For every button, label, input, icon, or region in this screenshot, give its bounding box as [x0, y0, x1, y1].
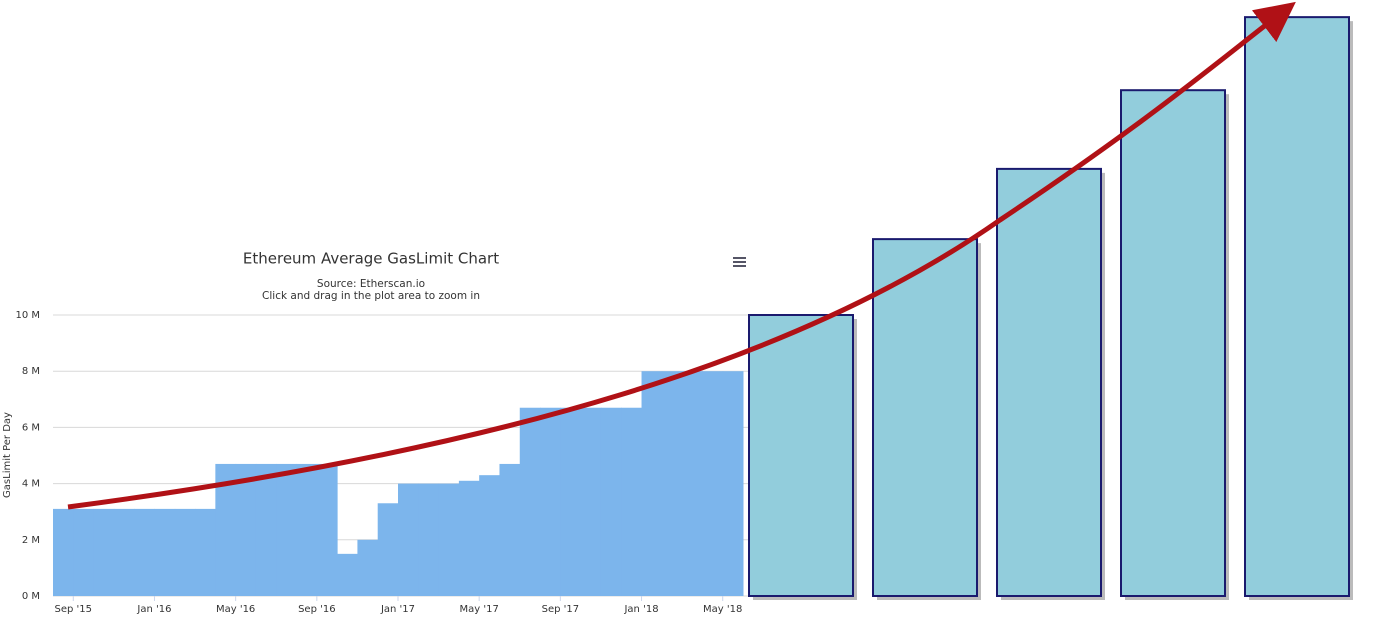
area-segment [560, 407, 582, 596]
area-segment [113, 508, 135, 596]
y-tick-label: 0 M [22, 591, 40, 602]
y-axis-label: GasLimit Per Day [2, 412, 13, 498]
area-segment [93, 508, 115, 596]
x-tick-label: Jan '17 [380, 604, 415, 615]
x-tick-label: Jan '16 [136, 604, 171, 615]
x-tick-label: May '18 [703, 604, 742, 615]
chart-subtitle: Source: Etherscan.io [317, 278, 425, 290]
area-segment [255, 463, 277, 596]
area-segment [418, 483, 440, 596]
area-segment [316, 463, 338, 596]
area-segment [174, 508, 196, 596]
y-tick-label: 8 M [22, 366, 40, 377]
area-segment [621, 407, 643, 596]
area-segment [580, 407, 602, 596]
area-segment [195, 508, 216, 596]
y-tick-label: 2 M [22, 535, 40, 546]
bar [748, 314, 854, 597]
area-segment [641, 371, 663, 596]
area-segment [519, 407, 541, 596]
x-tick-label: Sep '15 [55, 604, 93, 615]
area-segment [600, 407, 622, 596]
chart-subtitle: Click and drag in the plot area to zoom … [262, 290, 480, 302]
area-segment [438, 483, 460, 596]
area-segment [682, 371, 703, 596]
y-tick-label: 4 M [22, 479, 40, 490]
area-segment [377, 503, 399, 596]
chart-title: Ethereum Average GasLimit Chart [243, 250, 499, 268]
bar [872, 238, 978, 597]
area-segment [499, 463, 521, 596]
area-segment [235, 463, 257, 596]
area-segment [357, 539, 379, 596]
trend-arrow [67, 1, 1296, 510]
x-tick-label: Sep '16 [298, 604, 336, 615]
area-segment [661, 371, 683, 596]
y-tick-label: 10 M [15, 310, 40, 321]
area-segment [398, 483, 419, 596]
area-segment [296, 463, 318, 596]
x-tick-label: May '16 [216, 604, 255, 615]
x-tick-label: Jan '18 [623, 604, 658, 615]
area-segment [276, 463, 298, 596]
area-segment [215, 463, 237, 596]
y-tick-label: 6 M [22, 422, 40, 433]
area-segment [337, 553, 358, 596]
area-segment [53, 508, 74, 596]
area-segment [540, 407, 561, 596]
bar [1244, 16, 1350, 597]
menu-icon[interactable] [733, 257, 746, 267]
area-segment [134, 508, 155, 596]
x-tick-label: Sep '17 [542, 604, 580, 615]
area-segment [458, 480, 480, 596]
area-segment [722, 371, 744, 596]
area-segment [702, 371, 724, 596]
area-segment [73, 508, 95, 596]
area-segment [479, 475, 500, 596]
x-tick-label: May '17 [460, 604, 499, 615]
bar [1120, 89, 1226, 597]
bar [996, 167, 1102, 597]
area-segment [154, 508, 176, 596]
